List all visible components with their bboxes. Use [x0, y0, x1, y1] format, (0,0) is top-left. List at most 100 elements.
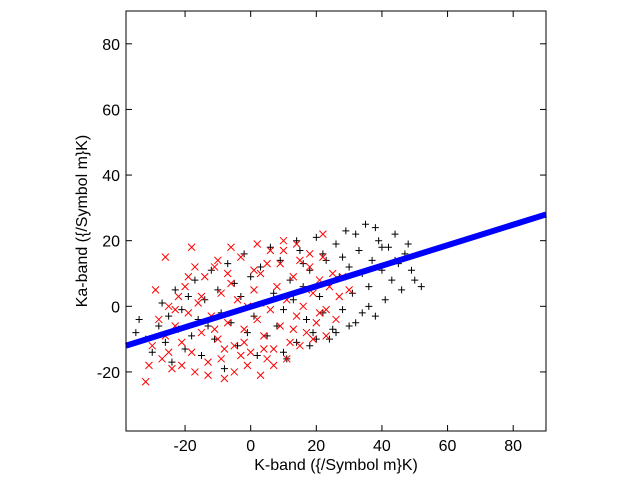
plus-point — [132, 329, 140, 337]
cross-point — [233, 295, 242, 304]
cross-point — [269, 361, 278, 370]
cross-point — [296, 256, 304, 265]
cross-point — [217, 289, 226, 298]
cross-point — [292, 240, 301, 248]
plus-point — [155, 322, 163, 330]
cross-point — [236, 351, 245, 360]
plus-point — [385, 243, 392, 251]
cross-point — [191, 263, 199, 271]
cross-point — [256, 371, 265, 380]
cross-point — [328, 269, 337, 278]
cross-point — [223, 269, 232, 278]
plus-point — [188, 332, 196, 340]
cross-point — [214, 256, 222, 265]
plus-point — [161, 338, 169, 346]
cross-point — [204, 371, 212, 380]
cross-point — [236, 253, 245, 261]
plus-point — [329, 325, 337, 333]
plus-point — [158, 299, 166, 307]
cross-point — [230, 341, 239, 350]
y-tick-label: 20 — [102, 234, 120, 251]
cross-point — [322, 305, 331, 314]
plus-point — [293, 237, 301, 245]
plus-point — [257, 263, 265, 271]
cross-point — [161, 253, 170, 261]
cross-point — [332, 315, 340, 324]
cross-point — [220, 345, 229, 353]
plus-point — [411, 276, 419, 284]
plus-point — [362, 220, 370, 228]
cross-point — [250, 266, 258, 275]
x-tick-label: 40 — [373, 438, 391, 455]
plus-point — [312, 335, 320, 343]
fit-line-layer — [125, 211, 547, 349]
plus-point — [280, 348, 287, 356]
cross-point — [289, 272, 298, 281]
plus-point — [339, 253, 347, 261]
cross-point — [302, 328, 311, 337]
cross-point — [345, 286, 353, 294]
cross-point — [177, 338, 186, 347]
plus-point — [352, 319, 360, 327]
plus-point — [230, 279, 238, 287]
plus-point — [296, 247, 304, 255]
plus-point — [276, 256, 284, 264]
cross-point — [164, 302, 173, 311]
plus-point — [381, 296, 389, 304]
plus-point — [339, 306, 347, 314]
points-layer — [132, 220, 425, 386]
plot-frame — [125, 10, 547, 432]
plus-point — [289, 296, 297, 304]
x-axis-label: K-band ({/Symbol m}K) — [254, 457, 418, 474]
plus-point — [253, 352, 261, 360]
cross-point — [286, 338, 294, 347]
plus-point — [332, 329, 340, 337]
cross-point — [227, 279, 235, 288]
plus-point — [184, 292, 192, 300]
cross-point — [154, 315, 163, 324]
cross-point — [305, 263, 314, 271]
cross-point — [174, 292, 183, 301]
plus-point — [181, 345, 189, 353]
cross-point — [259, 345, 268, 353]
cross-point — [191, 368, 199, 376]
cross-point — [220, 374, 229, 383]
cross-point — [187, 243, 196, 252]
y-tick-label: 0 — [111, 299, 120, 316]
cross-point — [315, 309, 324, 317]
plus-point — [273, 322, 281, 330]
cross-point — [141, 377, 150, 386]
cross-point — [184, 309, 193, 317]
fit-line — [125, 211, 547, 349]
plus-point — [404, 240, 412, 248]
cross-point — [305, 249, 314, 258]
plus-point — [342, 227, 350, 235]
cross-point — [217, 354, 226, 363]
cross-point — [250, 286, 258, 294]
cross-point — [177, 361, 186, 370]
cross-point — [227, 243, 235, 252]
cross-point — [151, 286, 160, 294]
x-tick-label: 0 — [246, 438, 255, 455]
plus-point — [220, 365, 228, 373]
cross-point — [181, 282, 189, 291]
cross-point — [243, 361, 252, 370]
cross-point — [276, 322, 285, 330]
plus-point — [270, 289, 278, 297]
y-tick-label: 60 — [102, 102, 120, 119]
plus-point — [306, 266, 314, 274]
plus-point — [355, 247, 363, 255]
plus-point — [365, 283, 373, 291]
y-tick-label: 80 — [102, 37, 120, 54]
cross-point — [319, 253, 327, 261]
cross-point — [200, 272, 209, 281]
x-tick-label: 80 — [504, 438, 522, 455]
cross-point — [197, 292, 206, 301]
cross-point — [276, 259, 285, 268]
plus-point — [375, 237, 383, 245]
cross-point — [296, 341, 304, 350]
plus-point — [391, 230, 399, 238]
red-cross-series — [141, 230, 353, 386]
plus-point — [227, 319, 235, 327]
cross-point — [282, 354, 291, 363]
